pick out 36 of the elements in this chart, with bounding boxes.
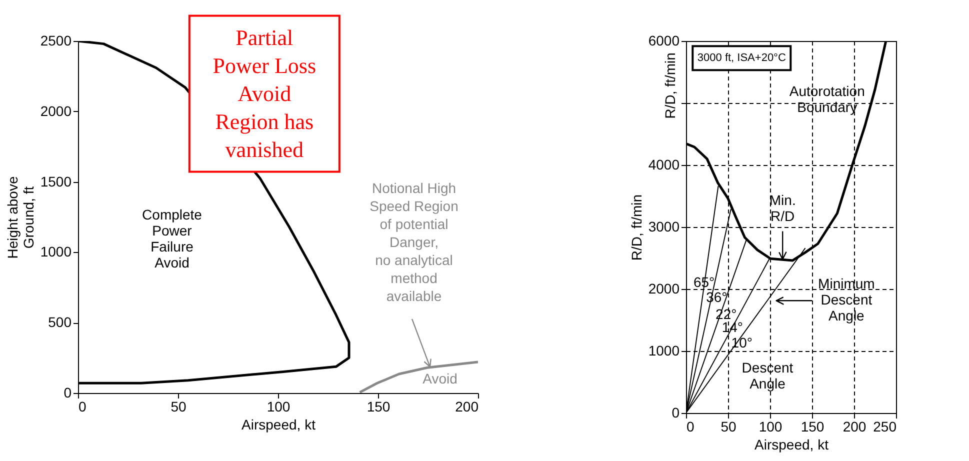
x-tick-label: 0 [78,398,86,414]
annotation: Min. R/D [769,192,796,224]
x-tick-label: 100 [266,398,290,414]
x-tick-label: 200 [842,418,866,434]
y-tick-label: 4000 [648,156,680,172]
x-axis-title: Airspeed, kt [754,436,829,452]
y-tick-label: 3000 [648,218,680,234]
annotation: Autorotation Boundary [789,83,865,116]
x-axis-title: Airspeed, kt [242,416,316,432]
x-tick-label: 150 [800,418,824,434]
y-axis-title: R/D, ft/min [628,194,644,261]
annotation: Minimum Descent Angle [818,276,875,324]
y-tick-label: 1000 [40,244,72,260]
text: R/D, ft/min [662,52,678,119]
annotation: Partial Power Loss Avoid Region has vanished [212,24,316,162]
y-tick-label: 6000 [648,32,680,48]
x-tick-label: 0 [686,418,694,434]
annotation: Notional High Speed Region of potential Danger, no analytical method available [370,180,458,304]
y-axis-title: Height above Ground, ft [4,176,36,259]
y-tick-label: 500 [48,314,72,330]
annotation: Descent Angle [742,360,794,392]
y-tick-label: 2000 [648,280,680,296]
annotation: Complete Power Failure Avoid [142,206,202,271]
x-tick-label: 50 [170,398,186,414]
y-tick-label: 0 [64,384,72,400]
y-tick-label: 1000 [648,342,680,358]
y-tick-label: 2000 [40,102,72,119]
y-tick-label: 2500 [40,32,72,48]
y-tick-label: 1500 [40,173,72,190]
x-tick-label: 250 [873,418,897,434]
x-tick-label: 100 [758,418,782,434]
x-tick-label: 150 [366,398,390,414]
x-tick-label: 50 [720,418,736,434]
annotation: 3000 ft, ISA+20°C [697,52,786,64]
x-tick-label: 200 [455,398,479,414]
annotation: Avoid [422,370,458,387]
